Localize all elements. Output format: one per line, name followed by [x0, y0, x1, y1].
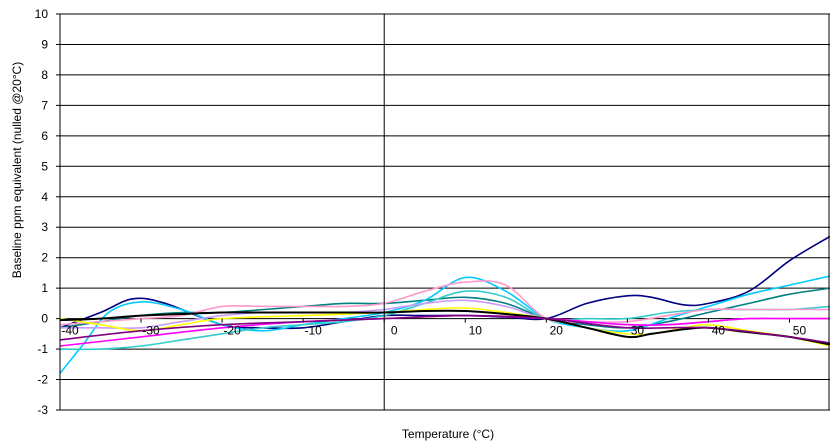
x-tick-label-1: -30 — [142, 324, 160, 338]
y-axis-title: Baseline ppm equivalent (nulled @20°C) — [10, 62, 24, 278]
x-tick-label-6: 20 — [550, 324, 564, 338]
x-tick-label-7: 30 — [631, 324, 645, 338]
y-tick-label-3: 0 — [41, 312, 48, 326]
x-tick-label-4: 0 — [391, 324, 398, 338]
gridlines — [60, 13, 830, 411]
x-tick-label-2: -20 — [223, 324, 241, 338]
x-tick-label-3: -10 — [304, 324, 322, 338]
x-tick-label-8: 40 — [712, 324, 726, 338]
y-tick-label-5: 2 — [41, 251, 48, 265]
y-tick-label-8: 5 — [41, 159, 48, 173]
y-tick-label-1: -2 — [37, 373, 48, 387]
x-tick-label-5: 10 — [469, 324, 483, 338]
series-line-7 — [59, 307, 830, 347]
plot-frame — [59, 13, 830, 411]
y-tick-label-7: 4 — [41, 190, 48, 204]
y-tick-label-10: 7 — [41, 98, 48, 112]
series-line-3 — [59, 290, 830, 351]
x-tick-label-0: -40 — [61, 324, 79, 338]
y-tick-label-0: -3 — [37, 403, 48, 417]
series-line-9 — [59, 314, 830, 344]
y-tick-label-4: 1 — [41, 281, 48, 295]
y-tick-label-9: 6 — [41, 129, 48, 143]
y-tick-label-12: 9 — [41, 37, 48, 51]
y-tick-label-11: 8 — [41, 68, 48, 82]
series-group — [59, 235, 830, 374]
y-tick-label-2: -1 — [37, 342, 48, 356]
series-line-4 — [59, 280, 830, 326]
y-tick-label-13: 10 — [35, 7, 49, 21]
y-tick-label-6: 3 — [41, 220, 48, 234]
x-tick-label-9: 50 — [793, 324, 807, 338]
series-line-1 — [59, 287, 830, 329]
x-axis-title: Temperature (°C) — [402, 427, 494, 441]
